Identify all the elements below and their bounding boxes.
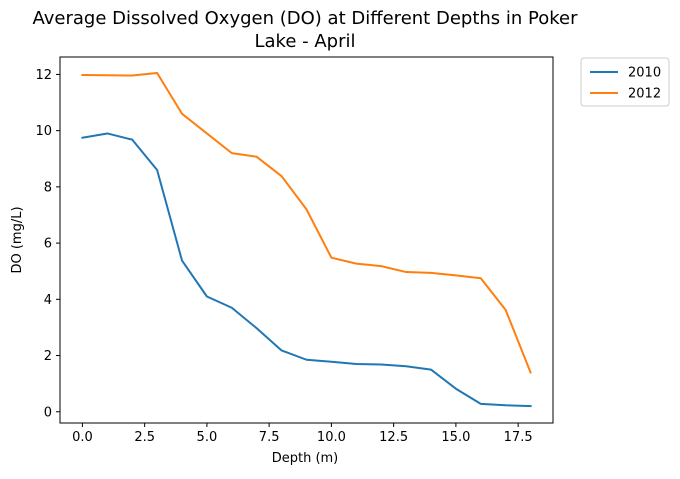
series-line-2012 bbox=[81, 72, 532, 374]
legend: 2010 2012 bbox=[580, 57, 670, 107]
y-tick-label: 10 bbox=[35, 124, 52, 139]
plot-area bbox=[59, 56, 554, 424]
y-tick-label: 4 bbox=[44, 293, 52, 308]
y-tick-label: 6 bbox=[44, 237, 52, 252]
chart-title-line-1: Average Dissolved Oxygen (DO) at Differe… bbox=[33, 8, 579, 29]
x-axis-label: Depth (m) bbox=[272, 451, 339, 466]
y-axis-ticks: 0 2 4 6 8 10 12 bbox=[35, 68, 60, 420]
x-tick-label: 10.0 bbox=[317, 430, 346, 445]
series-line-2010 bbox=[81, 132, 532, 408]
y-tick-label: 0 bbox=[44, 405, 52, 420]
y-axis-label: DO (mg/L) bbox=[10, 206, 25, 273]
legend-label-2010: 2010 bbox=[628, 66, 661, 81]
y-tick-label: 8 bbox=[44, 180, 52, 195]
chart-title-group: Average Dissolved Oxygen (DO) at Differe… bbox=[33, 8, 579, 52]
x-tick-label: 15.0 bbox=[441, 430, 470, 445]
x-tick-label: 7.5 bbox=[259, 430, 280, 445]
x-tick-label: 0.0 bbox=[72, 430, 93, 445]
legend-label-2012: 2012 bbox=[628, 87, 661, 102]
axes-frame bbox=[59, 56, 554, 424]
x-tick-label: 17.5 bbox=[504, 430, 533, 445]
x-tick-label: 12.5 bbox=[379, 430, 408, 445]
x-tick-label: 2.5 bbox=[134, 430, 155, 445]
y-tick-label: 12 bbox=[35, 68, 52, 83]
x-tick-label: 5.0 bbox=[197, 430, 218, 445]
x-axis-ticks: 0.0 2.5 5.0 7.5 10.0 12.5 15.0 17.5 bbox=[72, 423, 533, 445]
y-tick-label: 2 bbox=[44, 349, 52, 364]
chart-title-line-2: Lake - April bbox=[255, 31, 356, 52]
